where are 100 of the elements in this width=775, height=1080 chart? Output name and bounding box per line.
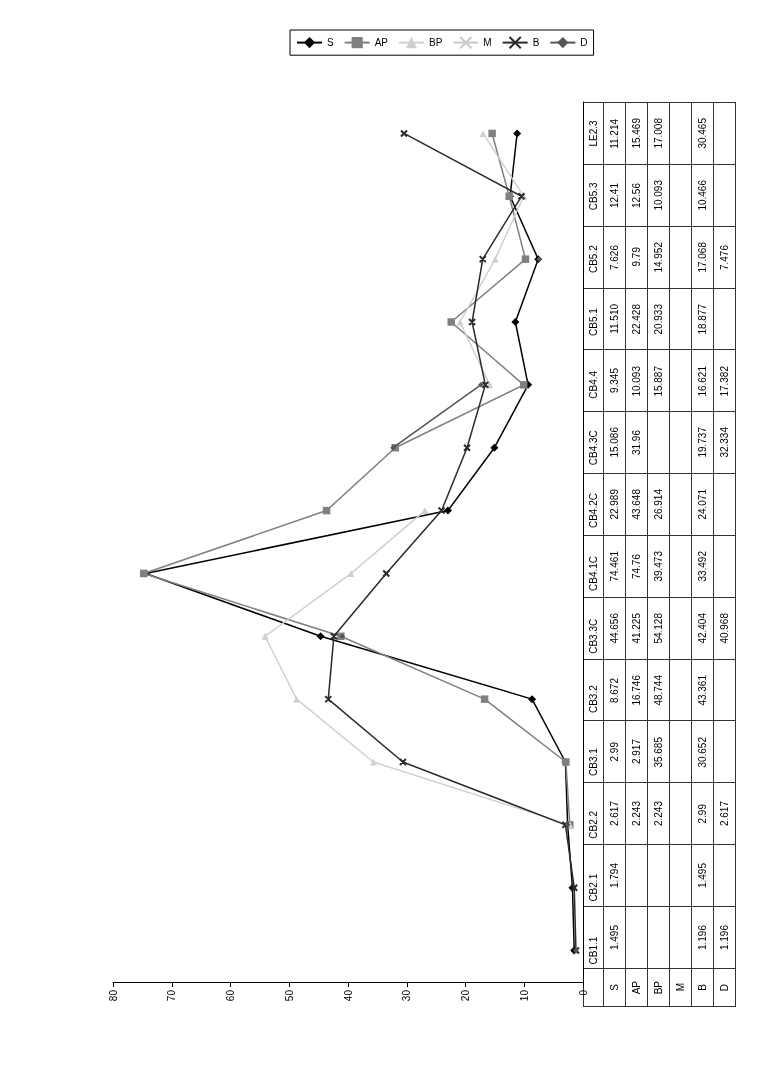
legend-label: AP [374, 37, 389, 49]
point [478, 382, 484, 388]
y-tick-label: CB4.4 [587, 370, 599, 399]
point [437, 506, 446, 515]
data-label: 31.96 [631, 430, 642, 456]
y-tick-label: LE2.3 [587, 119, 599, 147]
data-label: 7.476 [719, 244, 730, 270]
data-label: 10.466 [697, 179, 708, 211]
point [528, 695, 537, 704]
data-label: 54.128 [653, 612, 664, 644]
point [479, 129, 487, 137]
data-label: 41.225 [631, 612, 642, 644]
y-tick-label: CB3.2 [587, 684, 599, 714]
data-label: 17.382 [719, 365, 730, 397]
data-label: 17.068 [697, 241, 708, 273]
data-label: 20.933 [653, 303, 664, 335]
point [369, 758, 377, 766]
data-label: 14.952 [653, 241, 664, 273]
point [511, 318, 520, 326]
text: BP [653, 980, 664, 994]
y-tick-label: CB4.3C [587, 430, 599, 466]
point [329, 632, 338, 641]
x-tick-label: 50 [283, 989, 295, 1002]
y-tick-label: CB3.3C [587, 618, 599, 654]
data-label: 2.99 [697, 803, 708, 824]
legend-label: D [580, 37, 588, 49]
point [456, 318, 464, 326]
point [382, 569, 391, 578]
data-label: 19.737 [697, 427, 708, 458]
x-tick-label: 60 [225, 989, 236, 1002]
y-tick-label: CB1.1 [587, 936, 599, 965]
data-label: 2.917 [631, 739, 642, 765]
data-label: 1.495 [697, 863, 708, 889]
data-label: 30.652 [697, 736, 708, 768]
y-tick-label: CB2.2 [587, 810, 599, 839]
data-label: 9.79 [631, 247, 642, 267]
point [400, 129, 409, 138]
data-label: 1.495 [609, 924, 620, 950]
x-tick-label: 40 [342, 989, 354, 1002]
data-label: 39.473 [653, 551, 664, 582]
data-label: 1.196 [697, 924, 708, 950]
data-label: 2.243 [631, 801, 642, 827]
x-tick-label: 20 [460, 989, 471, 1002]
data-label: 32.334 [719, 427, 730, 458]
data-label: 2.617 [719, 801, 730, 827]
data-label: 35.685 [653, 736, 664, 768]
data-label: 44.656 [609, 612, 620, 644]
data-label: 24.071 [697, 489, 708, 520]
data-label: 74.76 [631, 553, 642, 579]
point [347, 569, 355, 577]
point [293, 695, 301, 703]
data-label: 33.492 [697, 551, 708, 582]
data-label: 43.361 [697, 674, 708, 706]
data-label: 48.744 [653, 674, 664, 706]
point [513, 129, 522, 138]
point [521, 255, 530, 263]
text: D [719, 983, 730, 991]
y-tick-label: CB5.3 [587, 181, 599, 211]
data-label: 1.794 [609, 863, 620, 889]
point [443, 506, 452, 515]
y-tick-label: CB3.1 [587, 747, 599, 776]
data-label: 16.621 [697, 365, 708, 397]
data-label: 12.56 [631, 182, 642, 208]
y-tick-label: CB5.2 [587, 244, 599, 274]
y-tick-label: CB5.1 [587, 307, 599, 336]
data-label: 15.887 [653, 365, 664, 397]
data-label: 43.648 [631, 489, 642, 520]
data-label: 15.469 [631, 118, 642, 149]
y-tick-label: CB4.1C [587, 555, 599, 591]
data-label: 2.617 [609, 801, 620, 827]
legend-label: BP [429, 37, 443, 49]
data-label: 12.41 [609, 182, 620, 208]
text: B [697, 983, 708, 991]
text: M [675, 983, 686, 992]
point [468, 318, 477, 326]
data-label: 40.968 [719, 612, 730, 644]
x-tick-label: 80 [107, 989, 119, 1002]
point [421, 507, 429, 515]
data-label: 26.914 [653, 489, 664, 520]
data-label: 22.428 [631, 303, 642, 335]
x-tick-label: 30 [401, 989, 413, 1002]
data-label: 11.214 [609, 118, 620, 149]
point [447, 318, 455, 326]
point [480, 695, 489, 703]
data-label: 11.510 [609, 304, 620, 334]
legend-label: M [483, 37, 492, 49]
data-label: 18.877 [697, 303, 708, 335]
point [491, 255, 499, 263]
data-label: 8.672 [609, 677, 620, 703]
y-tick-label: CB4.2C [587, 493, 599, 529]
data-label: 1.196 [719, 924, 730, 950]
data-label: 16.746 [631, 674, 642, 706]
data-label: 10.093 [653, 179, 664, 211]
point [478, 255, 487, 264]
data-label: 2.243 [653, 801, 664, 827]
x-tick-label: 0 [577, 989, 589, 996]
data-label: 2.99 [609, 742, 620, 762]
data-label: 10.093 [631, 365, 642, 397]
text: AP [631, 980, 642, 994]
point [463, 443, 472, 452]
